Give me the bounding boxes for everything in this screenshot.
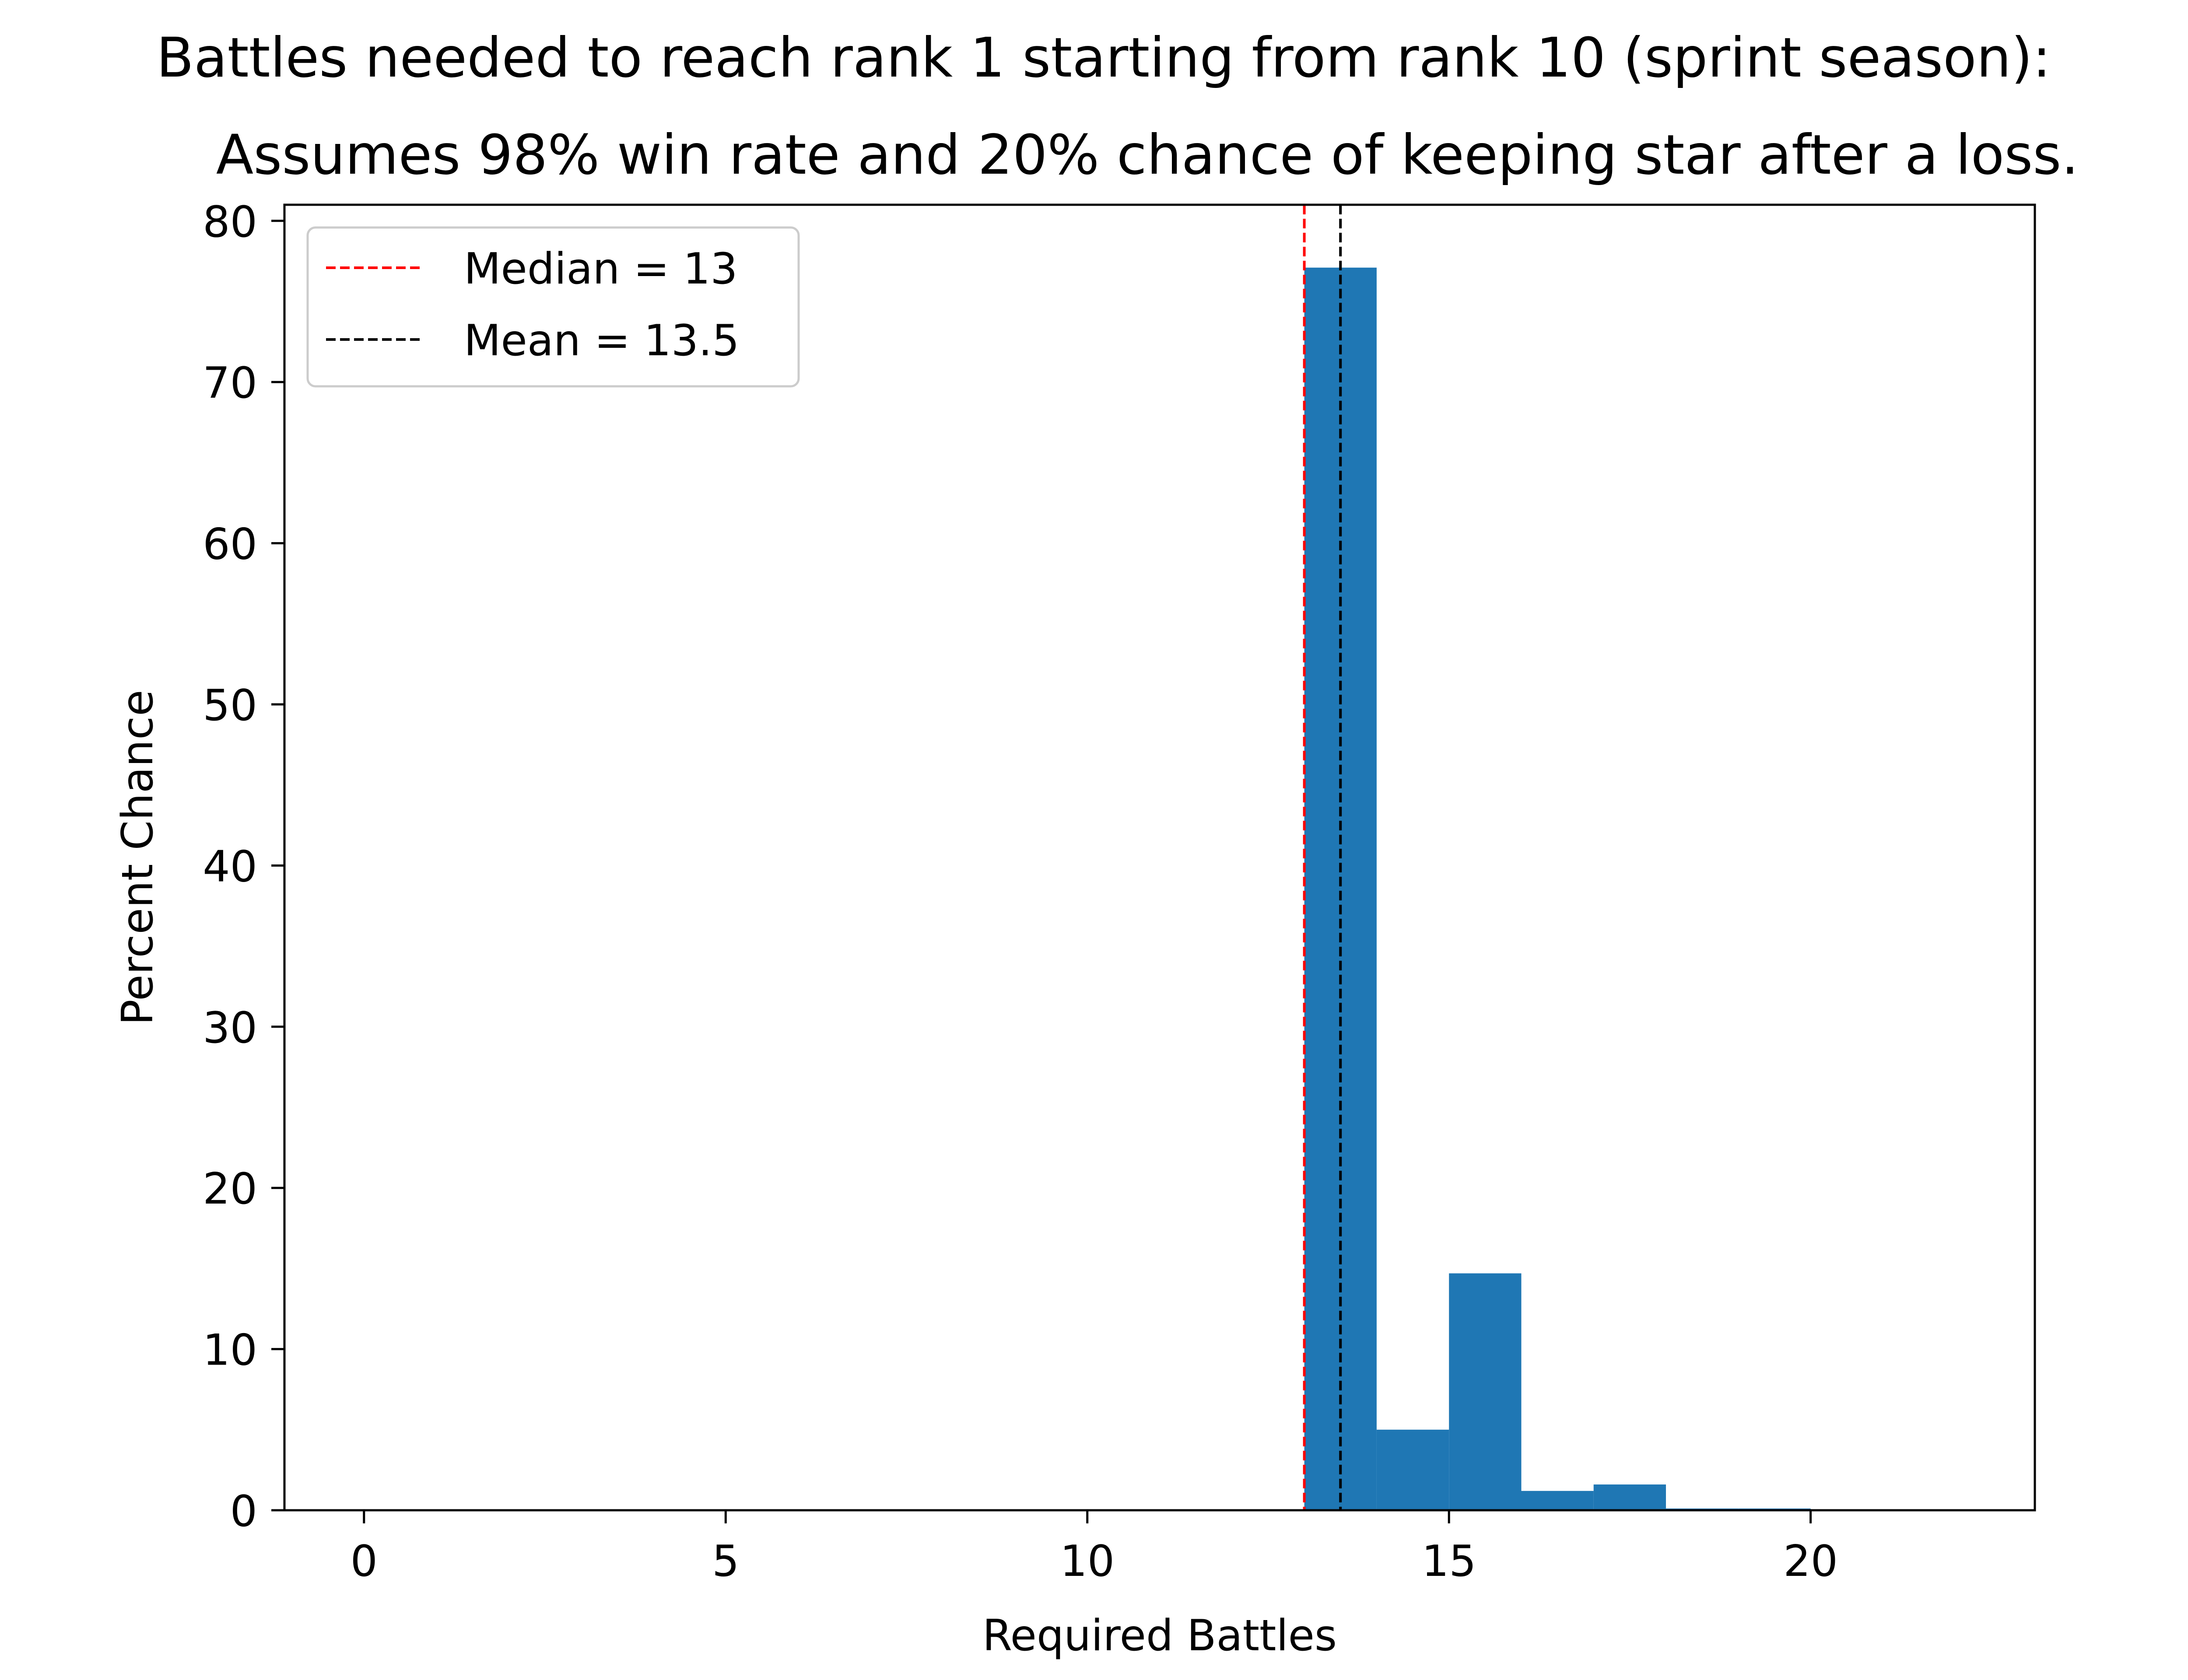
histogram-bar-14 <box>1376 1429 1449 1510</box>
x-axis-ticks: 0 5 10 15 20 <box>351 1510 1838 1586</box>
x-axis-label: Required Battles <box>982 1611 1337 1661</box>
x-tick-label-15: 15 <box>1422 1536 1476 1586</box>
legend-box <box>306 226 800 388</box>
y-tick-label-30: 30 <box>203 1003 257 1053</box>
histogram-bar-15 <box>1449 1273 1522 1510</box>
y-tick-label-60: 60 <box>203 520 257 570</box>
legend-mean-label: Mean = 13.5 <box>464 316 740 366</box>
chart-title-line-1: Battles needed to reach rank 1 starting … <box>156 26 2051 90</box>
y-axis-label: Percent Chance <box>113 690 163 1026</box>
x-tick-label-5: 5 <box>712 1536 739 1586</box>
y-tick-label-80: 80 <box>203 197 257 247</box>
histogram-bar-16 <box>1521 1491 1594 1510</box>
x-tick-label-20: 20 <box>1783 1536 1838 1586</box>
legend: Median = 13 Mean = 13.5 <box>306 226 800 388</box>
y-tick-label-20: 20 <box>203 1164 257 1214</box>
reference-lines-group <box>1303 205 1342 1510</box>
legend-median-label: Median = 13 <box>464 244 738 294</box>
x-tick-label-10: 10 <box>1060 1536 1115 1586</box>
chart-title: Battles needed to reach rank 1 starting … <box>156 26 2079 187</box>
y-tick-label-40: 40 <box>203 842 257 892</box>
chart-title-line-2: Assumes 98% win rate and 20% chance of k… <box>216 123 2079 187</box>
plot-area-frame <box>283 203 2036 1512</box>
y-tick-label-70: 70 <box>203 358 257 408</box>
y-tick-label-0: 0 <box>230 1487 257 1536</box>
x-tick-label-0: 0 <box>351 1536 378 1586</box>
y-axis-ticks: 0 10 20 30 40 50 60 70 80 <box>203 197 284 1536</box>
histogram-bar-13 <box>1304 267 1377 1511</box>
histogram-bar-17 <box>1593 1484 1666 1510</box>
y-tick-label-50: 50 <box>203 681 257 731</box>
y-tick-label-10: 10 <box>203 1326 257 1376</box>
